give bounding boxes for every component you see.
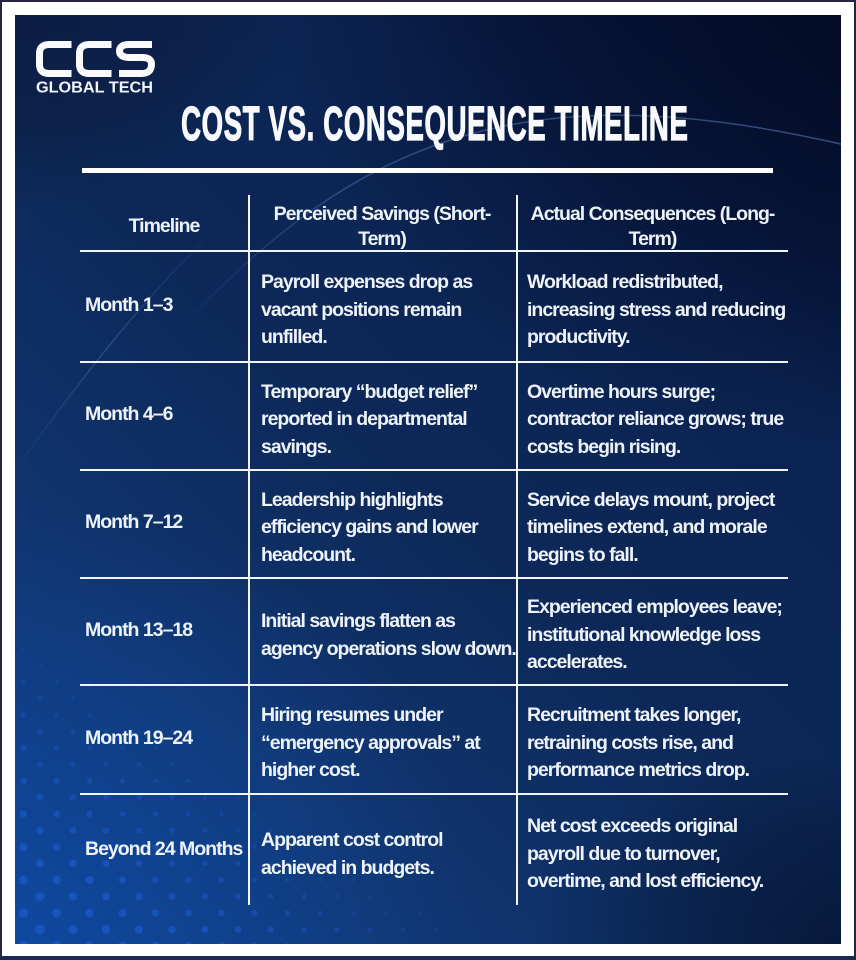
svg-text:GLOBAL TECH: GLOBAL TECH (36, 80, 153, 97)
